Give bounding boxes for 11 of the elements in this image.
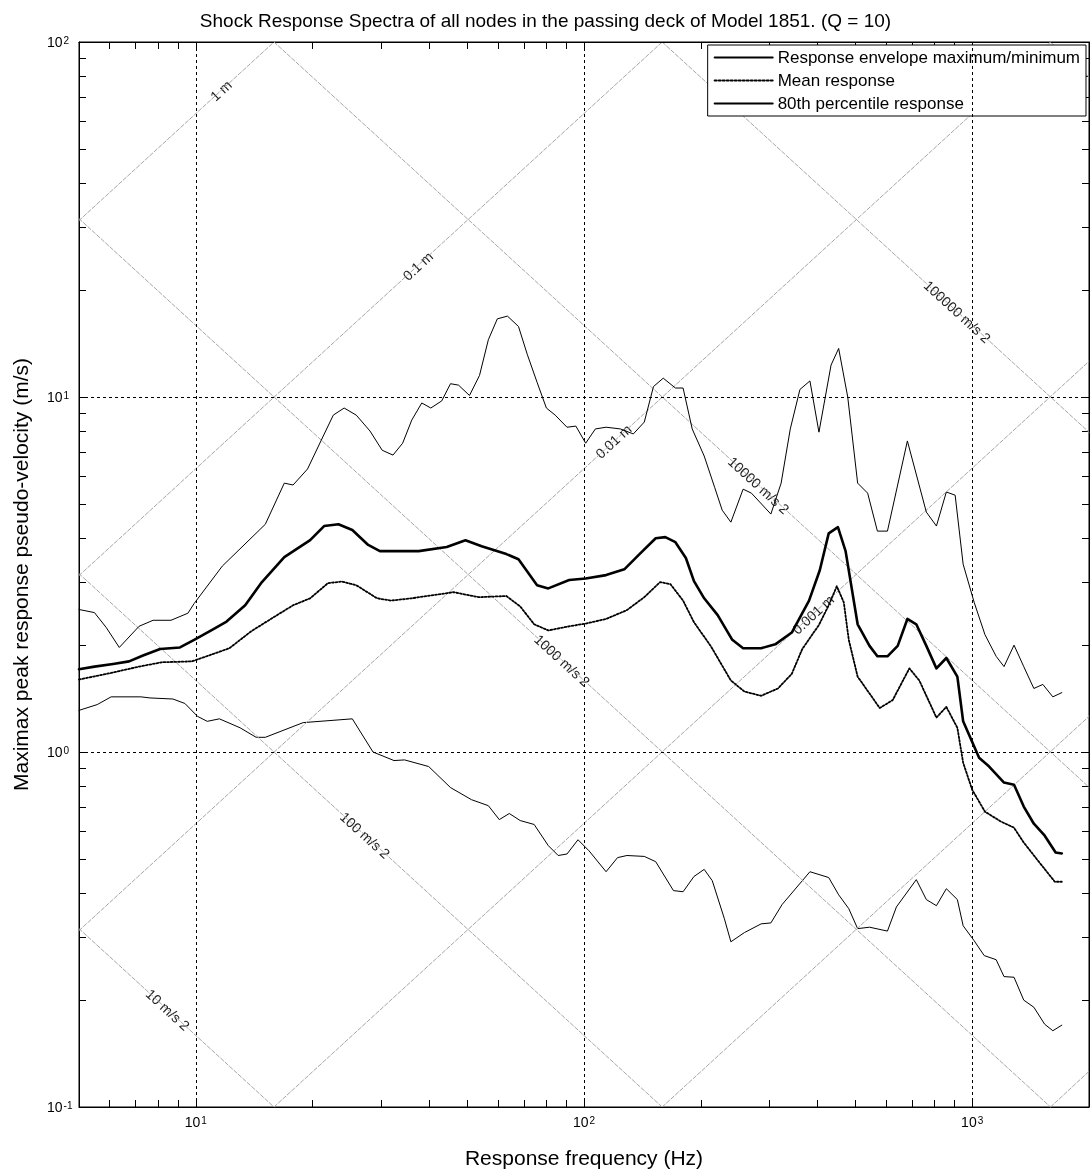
chart-title: Shock Response Spectra of all nodes in the passing deck of Model 1851. (Q = 10)	[199, 10, 892, 31]
annotation: 1 m	[206, 76, 235, 105]
annotation: 0.1 m	[399, 248, 437, 284]
legend-label: 80th percentile response	[777, 94, 964, 113]
y-axis-title: Maximax peak response pseudo-velocity (m/s)	[9, 357, 32, 792]
annotation: 10 m/s 2	[142, 985, 194, 1034]
legend-label: Mean response	[777, 71, 895, 90]
x-axis-title: Response frequency (Hz)	[464, 1146, 704, 1169]
legend-label: Response envelope maximum/minimum	[777, 48, 1080, 67]
annotation: 0.01 m	[592, 421, 635, 462]
annotation: 100 m/s 2	[337, 808, 394, 862]
